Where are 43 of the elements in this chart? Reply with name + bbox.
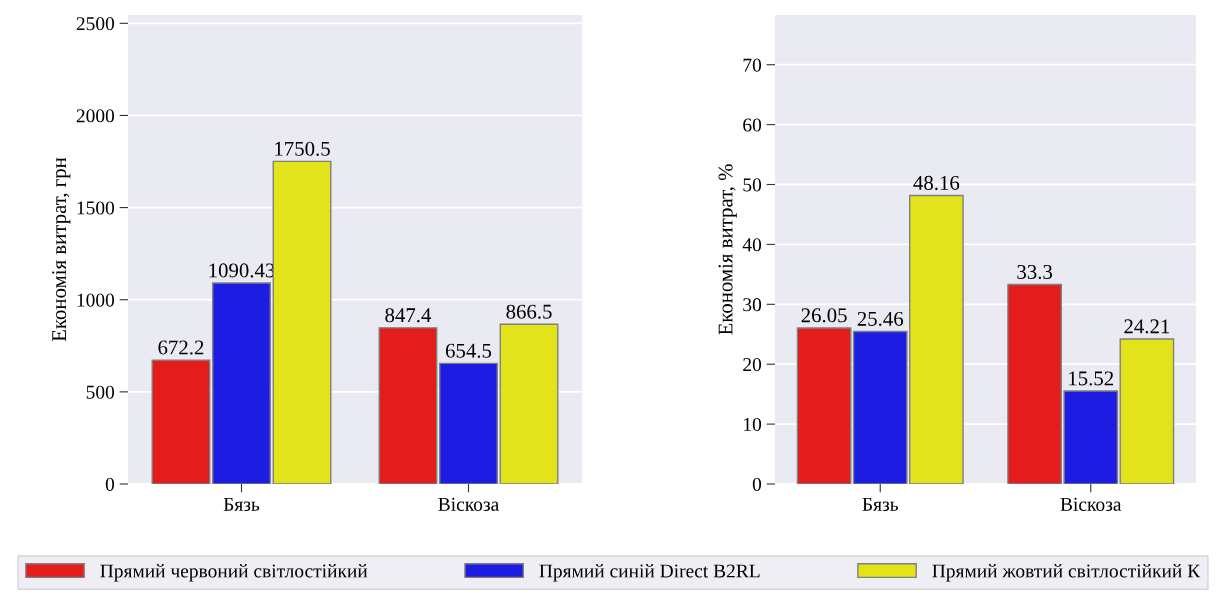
data-label: 672.2 [158, 340, 204, 355]
y-axis-title: Економія витрат, % [718, 164, 737, 335]
y-tick-label: 10 [744, 417, 762, 432]
x-tick-label: Бязь [862, 497, 898, 511]
y-tick-label: 2500 [76, 17, 115, 31]
bar [378, 327, 438, 484]
y-tick-label: 2000 [76, 109, 115, 123]
x-tick-label: Бязь [223, 497, 260, 511]
y-tick-label: 50 [743, 178, 762, 192]
bar [212, 282, 271, 484]
y-tick-label: 500 [86, 385, 115, 399]
data-label: 847.4 [385, 308, 432, 323]
legend-label: Прямий жовтий світлостійкий К [932, 564, 1201, 582]
x-tick-label: Віскоза [438, 497, 499, 511]
y-tick-label: 0 [105, 477, 115, 491]
legend-label: Прямий червоний світлостійкий [100, 564, 368, 582]
legend-label: Прямий синій Direct B2RL [539, 564, 760, 582]
data-label: 25.46 [857, 311, 904, 326]
bar [796, 327, 852, 484]
y-tick-label: 1500 [77, 201, 115, 215]
y-tick-label: 40 [742, 238, 762, 252]
x-tick-label: Віскоза [1060, 497, 1122, 511]
data-label: 1750.5 [275, 141, 330, 156]
y-axis-title: Економія витрат, грн [52, 157, 71, 342]
y-tick-label: 1000 [77, 293, 115, 307]
data-label: 15.52 [1069, 371, 1114, 386]
data-label: 33.3 [1017, 264, 1053, 280]
data-label: 1090.43 [209, 263, 275, 278]
bar [1119, 338, 1175, 484]
y-tick-label: 70 [743, 58, 762, 72]
y-tick-label: 30 [743, 298, 762, 312]
y-tick-label: 60 [743, 118, 762, 132]
y-tick-label: 20 [743, 358, 762, 372]
bar [272, 160, 332, 484]
y-tick-label: 0 [752, 477, 762, 491]
data-label: 48.16 [913, 175, 960, 190]
data-label: 26.05 [801, 308, 847, 323]
bar [439, 362, 498, 484]
data-label: 866.5 [506, 304, 552, 319]
data-label: 24.21 [1124, 319, 1170, 334]
data-label: 654.5 [445, 343, 492, 358]
bar [151, 359, 211, 484]
bar [499, 323, 559, 484]
